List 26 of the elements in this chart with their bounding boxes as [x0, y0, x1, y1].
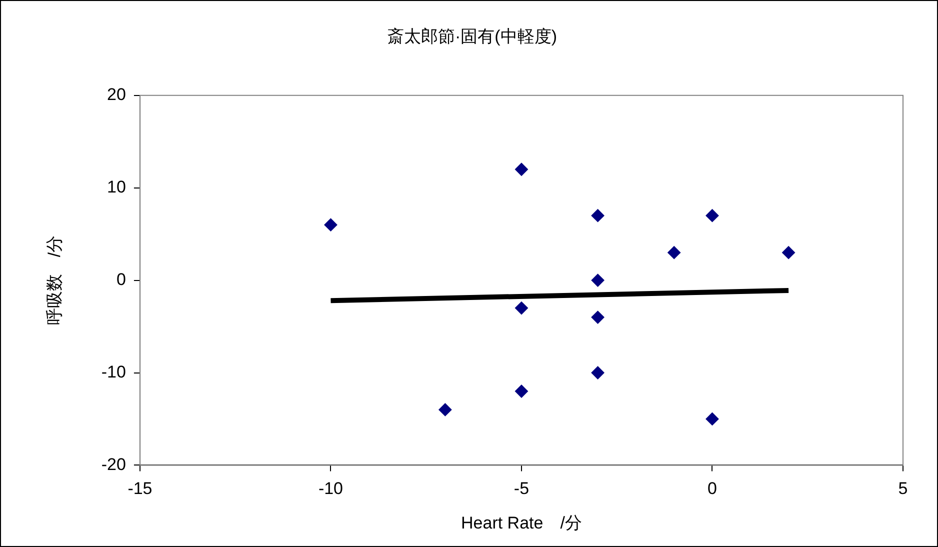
x-tick-label: -15 [128, 479, 152, 498]
point [706, 412, 719, 426]
y-tick-label: 10 [107, 178, 126, 197]
x-tick-label: -10 [318, 479, 344, 498]
point [782, 246, 796, 260]
point [514, 384, 528, 398]
point [591, 310, 604, 324]
x-tick-label: 5 [898, 479, 908, 498]
x-tick-label: 0 [708, 479, 717, 498]
y-tick-label: -10 [101, 362, 126, 382]
point [438, 403, 452, 416]
y-tick-label: -20 [101, 454, 126, 474]
y-tick-label: 0 [116, 270, 126, 289]
point [668, 246, 681, 260]
point [591, 274, 604, 287]
y-axis-title: 呼吸数 /分 [44, 235, 64, 326]
point [514, 302, 528, 315]
y-tick-label: 20 [107, 85, 126, 104]
point [514, 162, 528, 176]
point [324, 218, 338, 232]
x-axis-title: Heart Rate /分 [461, 513, 582, 532]
point [591, 366, 604, 380]
x-tick-label: -5 [514, 479, 530, 498]
point [591, 209, 604, 222]
chart-title: 斎太郎節·固有(中軽度) [387, 26, 557, 46]
point [706, 209, 719, 222]
